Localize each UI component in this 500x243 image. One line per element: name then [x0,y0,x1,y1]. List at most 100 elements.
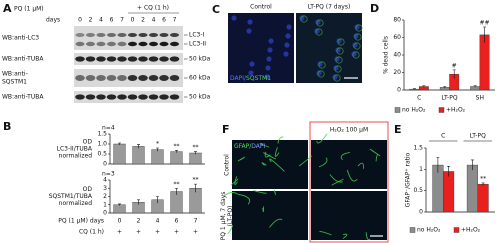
error-bar [470,159,474,171]
error-bar [443,86,447,89]
row-label: (LT-PQ) [227,206,234,227]
error-bar [137,199,140,205]
legend-swatch [438,107,445,113]
x-tick-label: 4 [156,218,160,225]
x-tick-label: 6 [175,218,179,225]
micrograph [296,13,362,83]
y-tick-label: 0 [397,87,401,94]
puncta [354,33,362,41]
nucleus [249,61,255,67]
band [138,33,148,37]
error-bar [473,85,477,88]
astrocyte-process [318,157,328,168]
band [117,33,127,37]
column-label: H₂O₂ 100 μM [330,127,368,134]
puncta [334,65,342,73]
astrocyte-process [269,218,283,228]
bar [132,146,145,165]
astrocyte-process [365,232,371,240]
y-axis-label: GFAP⁻/GFAP⁺ ratio [405,152,412,207]
significance: ** [174,143,180,150]
y-tick-label: 0 [103,161,107,168]
bar [113,204,126,214]
astrocyte-process [237,193,251,205]
row-label: Control [224,154,231,176]
astrocyte-process [331,178,344,186]
lane-label: 2 [141,17,145,24]
legend-label: no H₂O₂ [417,227,441,234]
lane-label: 4 [99,17,103,24]
y-tick-label: 2 [103,193,107,200]
band [96,41,106,47]
nucleus [286,24,292,30]
nucleus [267,47,273,53]
band [170,41,179,47]
puncta [352,51,360,59]
band [85,56,96,62]
astrocyte-process [277,136,284,144]
marker-label: LC3-I [189,32,205,39]
micrograph [228,13,294,83]
error-bar [481,182,485,186]
band [138,56,148,62]
astrocyte-process [230,178,239,186]
y-axis-label: OD [83,139,93,146]
band [148,94,159,100]
bar [479,34,490,91]
puncta [355,24,363,32]
band [169,75,180,81]
error-bar [412,88,416,90]
astrocyte-process [316,133,328,144]
band [106,56,117,62]
legend-label: +H₂O₂ [446,107,466,114]
panel-label: F [222,123,230,136]
band [169,56,180,62]
cq-mark: + [136,229,141,236]
band [159,41,169,47]
error-bar [137,144,140,149]
y-tick-label: 4 [103,177,107,184]
nucleus [283,51,289,57]
y-tick-label: 40 [393,52,401,59]
astrocyte-process [329,174,343,183]
y-axis-label: % dead cells [383,36,390,74]
stain-dapi: DAPI [251,143,265,150]
band [117,75,127,81]
nucleus [284,42,290,48]
lane-label: 4 [152,17,156,24]
band [75,33,85,37]
band [106,75,117,81]
puncta [318,61,326,69]
micrograph [232,191,308,240]
error-bar [175,187,178,195]
y-axis-label: LC3-II/TUBA [57,146,93,153]
blot-label: WB:anti- [2,71,28,78]
astrocyte-process [253,190,267,194]
band [138,41,148,47]
error-bar [156,147,159,152]
column-label: Control [250,4,272,11]
y-tick-label: 60 [393,34,401,41]
x-tick-label: SH [476,95,484,102]
error-bar [194,151,197,155]
x-tick-label: 0 [118,218,122,225]
legend-swatch [409,227,416,233]
cq-label: + CQ (1 h) [137,5,169,12]
blot-label: WB:anti-TUBA [2,56,44,63]
blot-label: WB:anti-TUBA [2,94,44,101]
legend-swatch [453,227,460,233]
astrocyte-process [234,176,238,185]
astrocyte-process [340,151,350,161]
band [96,33,106,37]
error-bar [452,69,456,79]
band [159,33,169,37]
x-axis-label: PQ (1 μM) days [58,218,104,225]
significance: ## [480,20,490,27]
band [149,41,158,47]
band [159,56,169,62]
panel-label: B [3,120,11,133]
x-tick-label: 2 [137,218,141,225]
nucleus [231,15,237,21]
cq-mark: + [193,229,198,236]
band [148,75,159,81]
